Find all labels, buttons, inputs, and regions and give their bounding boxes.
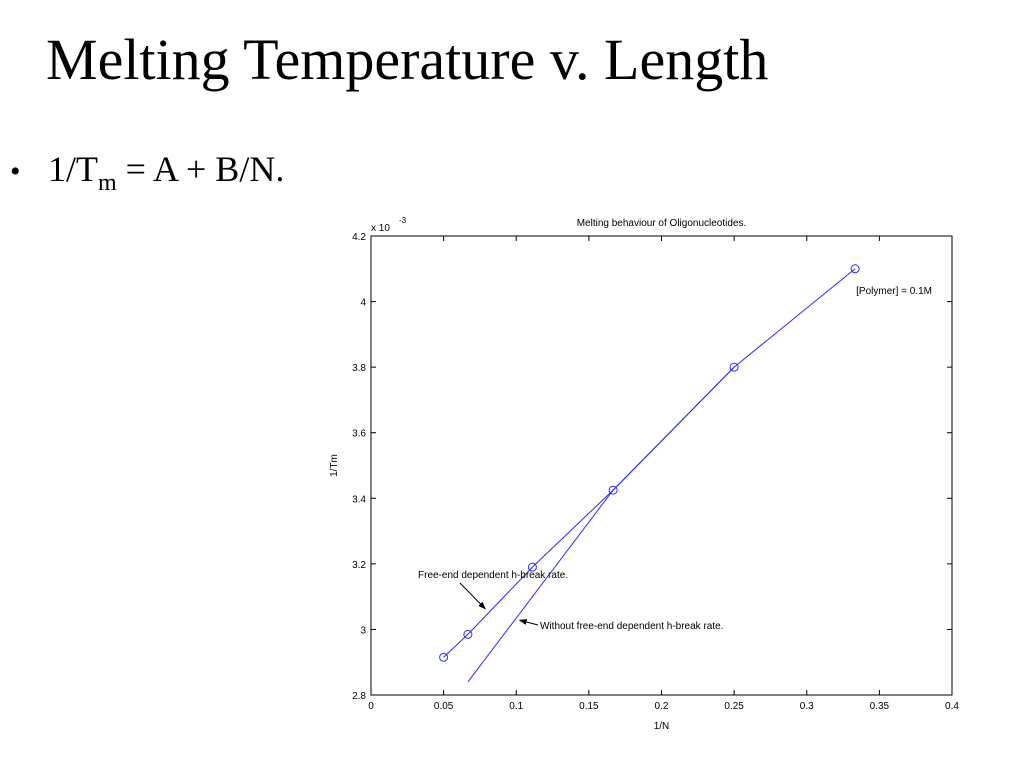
y-tick-label: 3.8 <box>352 363 366 374</box>
bullet-item: • 1/Tm = A + B/N. <box>10 148 285 196</box>
series-line-2 <box>467 366 735 683</box>
data-point <box>850 264 860 274</box>
y-tick-label: 4 <box>360 298 366 309</box>
annotation-without-free-end: Without free-end dependent h-break rate. <box>540 621 723 632</box>
y-tick-label: 3 <box>360 625 366 636</box>
y-tick-label: 3.2 <box>352 560 366 571</box>
melting-chart: 0 0.05 0.1 0.15 0.2 0.25 0.3 0.35 0.4 2.8 3 3.2 3.4 3… <box>329 216 959 732</box>
x-tick-label: 0.05 <box>434 701 454 712</box>
x-tick-label: 0.35 <box>870 701 890 712</box>
annotation-free-end: Free-end dependent h-break rate. <box>418 570 568 581</box>
equation-subscript: m <box>98 170 117 196</box>
bullet-list: • 1/Tm = A + B/N. <box>10 148 285 196</box>
equation-part1: 1/T <box>48 149 98 189</box>
equation-part2: = A + B/N. <box>116 149 285 189</box>
data-point <box>608 485 618 495</box>
equation: 1/Tm = A + B/N. <box>48 148 285 196</box>
y-multiplier: x 10 <box>371 223 390 234</box>
x-tick-label: 0.1 <box>509 701 523 712</box>
annotation-polymer: [Polymer] = 0.1M <box>856 286 932 297</box>
series-line-1 <box>443 268 856 658</box>
y-tick-label: 2.8 <box>352 691 366 702</box>
y-multiplier-exponent: -3 <box>399 216 407 225</box>
data-point <box>463 629 473 639</box>
slide-title: Melting Temperature v. Length <box>46 27 769 92</box>
x-tick-label: 0.2 <box>655 701 669 712</box>
x-tick-label: 0 <box>368 701 374 712</box>
data-point <box>527 562 537 572</box>
x-axis-label: 1/N <box>654 721 670 732</box>
y-axis-label: 1/Tm <box>329 454 340 477</box>
bullet-dot: • <box>10 155 21 188</box>
chart-title: Melting behaviour of Oligonucleotides. <box>577 218 747 229</box>
y-tick-label: 3.4 <box>352 494 366 505</box>
annotation-arrow-free-end <box>459 582 486 610</box>
data-point <box>439 652 449 662</box>
x-tick-label: 0.3 <box>800 701 814 712</box>
annotation-arrow-without <box>518 619 539 626</box>
y-tick-label: 3.6 <box>352 429 366 440</box>
x-tick-label: 0.25 <box>724 701 744 712</box>
data-point <box>729 362 739 372</box>
x-tick-label: 0.4 <box>945 701 959 712</box>
y-tick-label: 4.2 <box>352 232 366 243</box>
x-tick-label: 0.15 <box>579 701 599 712</box>
